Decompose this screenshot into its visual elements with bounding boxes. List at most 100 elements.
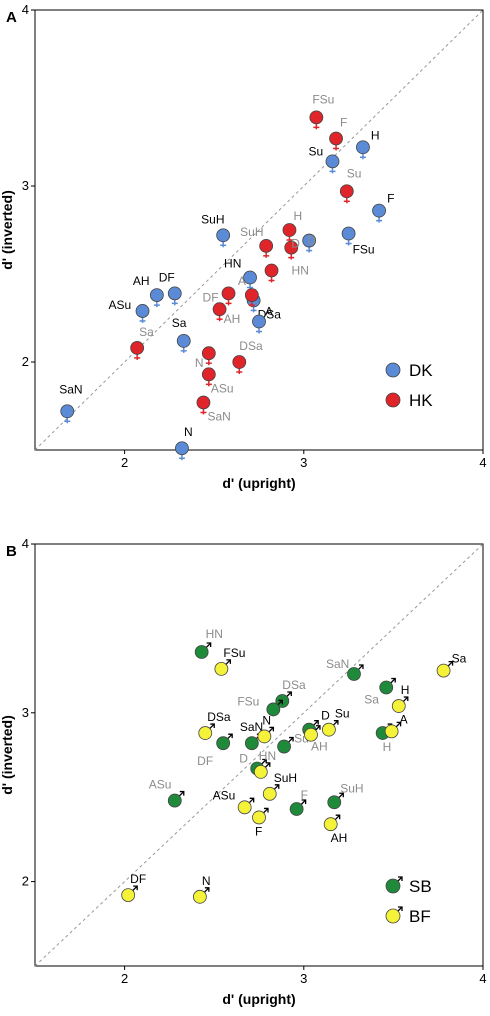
marker-circle	[341, 226, 356, 241]
legend-swatch	[385, 878, 401, 894]
data-point: D	[302, 234, 316, 253]
point-label: AH	[311, 740, 328, 754]
data-point: DSa	[198, 710, 231, 740]
marker-circle	[391, 699, 406, 713]
data-point: ASu	[149, 778, 185, 808]
marker-circle	[201, 346, 216, 361]
marker-arrow-head	[289, 736, 294, 742]
data-point: HN	[224, 257, 257, 290]
marker-circle	[243, 270, 257, 285]
data-point: Sa	[364, 677, 396, 706]
legend: DK HK	[385, 361, 433, 410]
data-point: AH	[212, 302, 241, 326]
identity-diagonal	[34, 9, 484, 451]
marker-circle	[327, 795, 342, 810]
marker-arrow-head	[264, 807, 269, 813]
plot-frame	[34, 9, 484, 451]
marker-circle	[244, 736, 259, 751]
point-label: FSu	[237, 694, 259, 708]
point-label: DF	[197, 754, 213, 768]
marker-circle	[289, 802, 304, 816]
marker-circle	[262, 786, 277, 801]
marker-circle	[277, 739, 291, 754]
data-point: D	[284, 237, 300, 260]
marker-arrow-head	[206, 642, 212, 648]
point-label: AH	[224, 312, 241, 326]
x-tick-label: 2	[121, 971, 128, 986]
point-label: DSa	[282, 678, 306, 692]
marker-arrow-head	[358, 664, 364, 669]
marker-circle	[282, 223, 297, 237]
point-label: Sa	[172, 316, 187, 330]
marker-circle	[244, 288, 259, 303]
point-label: SuH	[201, 212, 224, 226]
point-label: SuH	[340, 781, 363, 795]
point-label: Sa	[452, 652, 467, 666]
point-label: SuH	[240, 225, 263, 239]
point-label: ASu	[149, 778, 172, 792]
marker-circle	[176, 333, 191, 348]
point-label: Su	[347, 166, 362, 180]
marker-circle	[384, 724, 399, 739]
point-label: SaN	[59, 382, 82, 396]
marker-circle	[167, 286, 182, 301]
data-point: ASu	[213, 788, 255, 815]
data-point: Su	[339, 166, 362, 204]
legend-swatch	[385, 392, 401, 408]
x-tick-label: 3	[300, 971, 307, 986]
data-point: F	[329, 115, 347, 151]
point-label: SaN	[326, 657, 349, 671]
data-point: AH	[304, 725, 328, 754]
legend-label: BF	[409, 907, 431, 926]
data-point: F	[252, 807, 269, 838]
legend-item-HK: HK	[385, 391, 433, 410]
marker-arrow-head	[210, 723, 215, 729]
point-label: H	[383, 740, 392, 754]
point-label: H	[293, 209, 302, 223]
data-point: DF	[203, 286, 236, 306]
point-label: H	[371, 128, 380, 142]
data-point: AH	[323, 814, 347, 845]
data-point: SaN	[196, 395, 231, 423]
y-tick-label: 3	[22, 705, 29, 720]
panel-label: B	[6, 543, 17, 560]
marker-circle	[372, 203, 386, 218]
marker-circle	[221, 286, 236, 301]
y-tick-label: 4	[22, 2, 29, 17]
marker-circle	[347, 667, 361, 681]
point-label: A	[400, 712, 408, 726]
y-axis-label: d' (inverted)	[0, 190, 15, 270]
legend-label: DK	[409, 361, 433, 380]
data-point: A	[238, 274, 259, 308]
marker-circle	[356, 140, 370, 155]
x-tick-label: 4	[479, 455, 486, 470]
marker-circle	[339, 184, 354, 199]
point-label: FSu	[312, 92, 334, 106]
data-point: HN	[253, 749, 276, 779]
legend-swatch	[385, 362, 401, 378]
y-tick-label: 3	[22, 178, 29, 193]
data-point: SuH	[262, 771, 297, 801]
point-label: N	[262, 713, 271, 727]
marker-circle	[321, 722, 336, 737]
data-point: A	[384, 712, 408, 739]
marker-circle	[167, 793, 182, 808]
point-label: A	[265, 305, 273, 319]
point-label: DF	[130, 872, 146, 886]
marker-circle	[196, 395, 211, 410]
data-point: Su	[321, 707, 350, 737]
marker-arrow-head	[265, 762, 271, 767]
marker-circle	[237, 800, 252, 815]
data-point: Sa	[130, 325, 154, 360]
marker-circle	[325, 154, 340, 169]
point-label: HN	[292, 263, 309, 277]
point-label: DSa	[239, 339, 263, 353]
legend-label: HK	[409, 391, 433, 410]
point-label: Sa	[139, 325, 154, 339]
marker-arrow-head	[179, 790, 185, 796]
point-label: F	[340, 115, 347, 129]
data-point: Su	[308, 144, 340, 174]
point-label: D	[321, 709, 330, 723]
